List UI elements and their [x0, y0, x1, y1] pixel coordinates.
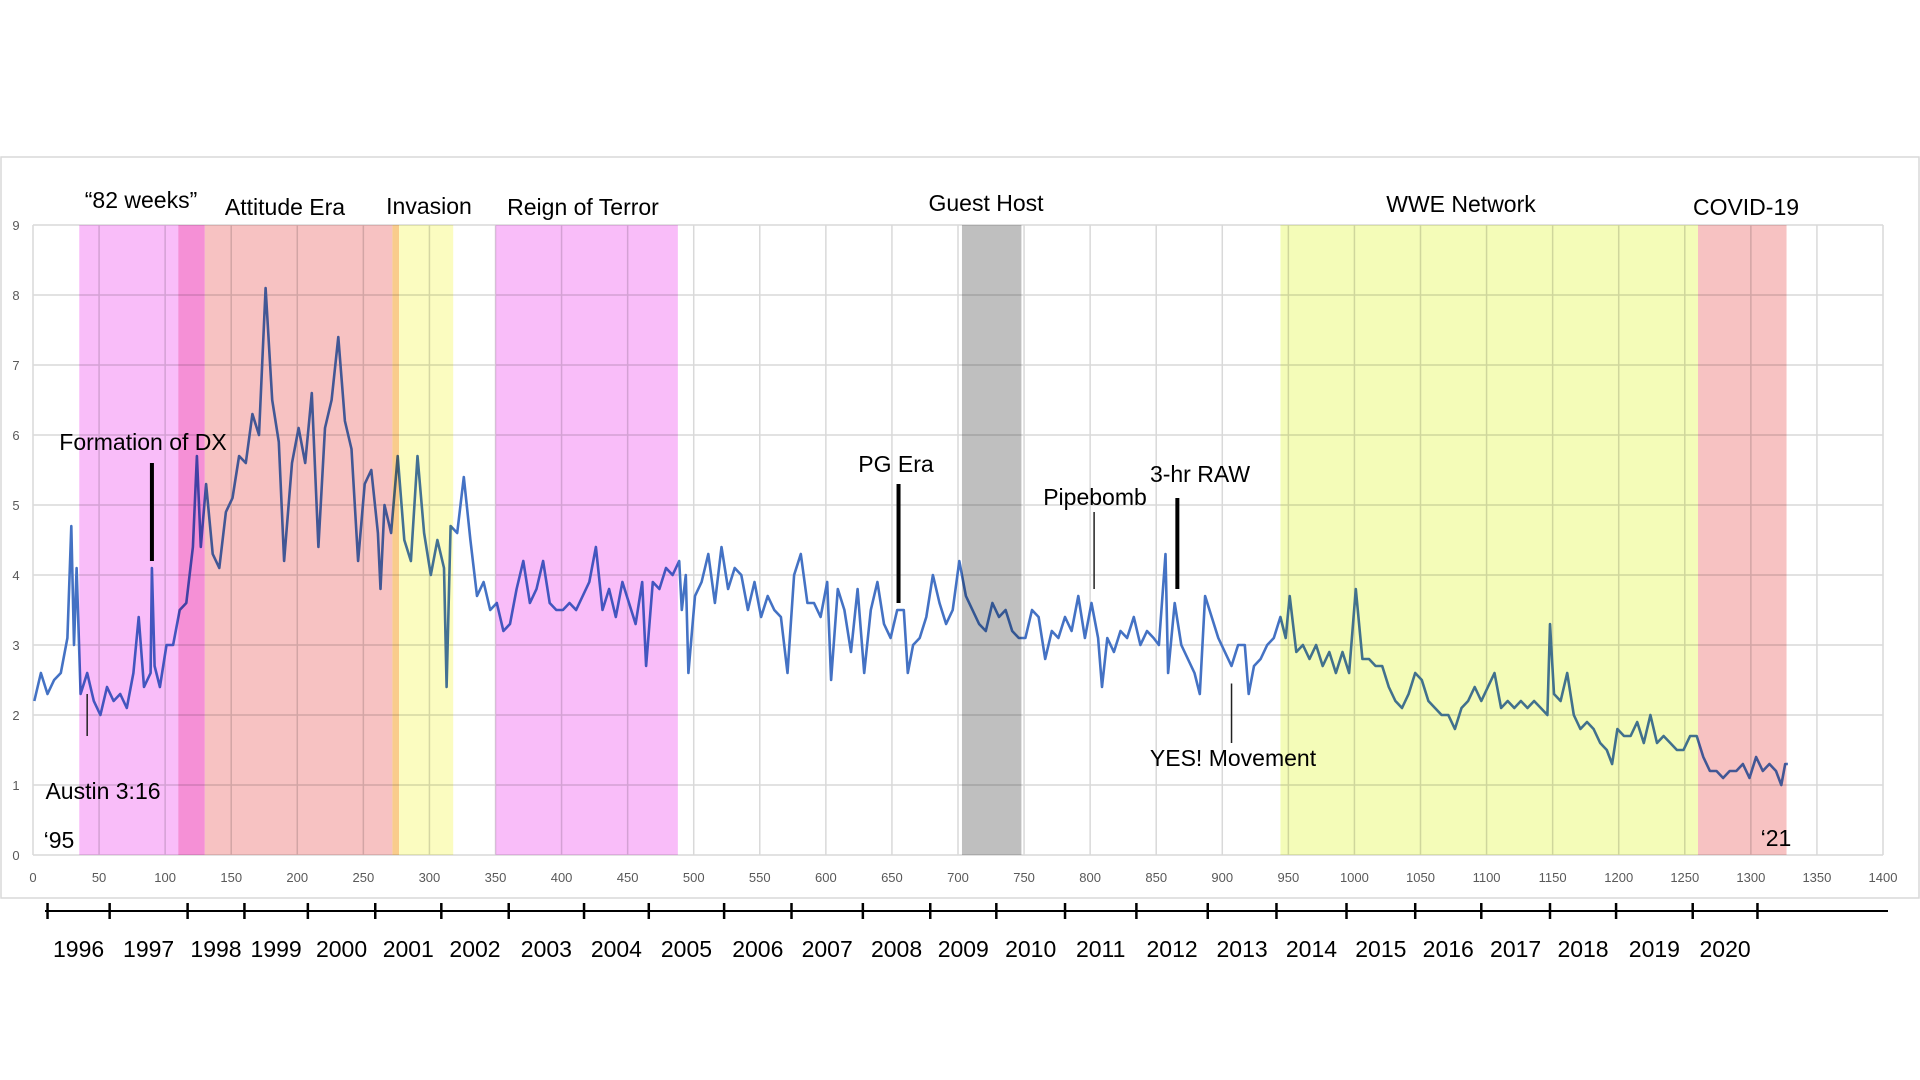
year-label: 2010: [1005, 936, 1056, 962]
era-band: [1280, 225, 1698, 855]
year-label: 2014: [1286, 936, 1337, 962]
year-label: 1998: [190, 936, 241, 962]
y-tick-label: 1: [12, 778, 19, 793]
year-label: 2013: [1217, 936, 1268, 962]
year-label: 1999: [251, 936, 302, 962]
y-tick-label: 7: [12, 358, 19, 373]
year-label: 1996: [53, 936, 104, 962]
year-label: 2011: [1076, 936, 1125, 962]
era-band: [495, 225, 678, 855]
y-tick-label: 2: [12, 708, 19, 723]
year-label: 2020: [1700, 936, 1751, 962]
y-tick-label: 8: [12, 288, 19, 303]
x-tick-label: 700: [947, 870, 969, 885]
x-tick-label: 1100: [1473, 870, 1501, 885]
annotation-yes-movement: YES! Movement: [1150, 745, 1317, 771]
annotation-lines: [86, 463, 1233, 743]
year-label: 2005: [661, 936, 712, 962]
x-tick-label: 250: [353, 870, 375, 885]
year-axis: 1996 1997 1998 1999 2000 2001 2002 2003 2004 2005…: [46, 903, 1759, 962]
x-tick-label: 100: [154, 870, 176, 885]
x-tick-label: 1000: [1340, 870, 1369, 885]
year-label: 2009: [938, 936, 989, 962]
era-band: [399, 225, 454, 855]
x-tick-label: 150: [220, 870, 242, 885]
x-tick-label: 800: [1079, 870, 1101, 885]
annotation-austin-316: Austin 3:16: [45, 778, 160, 804]
annotation-formation-dx: Formation of DX: [59, 429, 226, 455]
x-tick-label: 850: [1145, 870, 1167, 885]
year-label: 2016: [1423, 936, 1474, 962]
era-band: [961, 225, 1022, 855]
x-tick-label: 750: [1013, 870, 1035, 885]
year-label: 2008: [871, 936, 922, 962]
y-tick-label: 3: [12, 638, 19, 653]
x-tick-label: 300: [419, 870, 441, 885]
year-label: 2018: [1557, 936, 1608, 962]
year-label: 2004: [591, 936, 642, 962]
x-tick-label: 500: [683, 870, 705, 885]
x-tick-label: 0: [29, 870, 36, 885]
corner-label-95: ‘95: [44, 827, 75, 853]
era-label-wwe-network: WWE Network: [1386, 191, 1536, 217]
x-tick-label: 1200: [1604, 870, 1633, 885]
x-tick-label: 550: [749, 870, 771, 885]
era-label-covid: COVID-19: [1693, 194, 1799, 220]
corner-label-21: ‘21: [1761, 825, 1792, 851]
x-tick-label: 1050: [1406, 870, 1435, 885]
era-band: [178, 225, 205, 855]
era-label-attitude: Attitude Era: [225, 194, 345, 220]
y-tick-label: 5: [12, 498, 19, 513]
annotation-pipebomb: Pipebomb: [1043, 484, 1147, 510]
y-tick-label: 0: [12, 848, 19, 863]
year-label: 2007: [802, 936, 853, 962]
x-tick-label: 50: [92, 870, 106, 885]
era-band: [392, 225, 400, 855]
x-tick-label: 1350: [1802, 870, 1831, 885]
x-tick-label: 400: [551, 870, 573, 885]
era-band: [204, 225, 393, 855]
year-label: 2019: [1629, 936, 1680, 962]
era-band: [1698, 225, 1787, 855]
x-tick-label: 450: [617, 870, 639, 885]
year-label: 2001: [383, 936, 434, 962]
year-label: 2015: [1355, 936, 1406, 962]
year-label: 1997: [123, 936, 174, 962]
x-tick-label: 1150: [1539, 870, 1567, 885]
annotation-3hr-raw: 3-hr RAW: [1150, 461, 1250, 487]
annotation-pg-era: PG Era: [858, 451, 934, 477]
x-axis-ticks: 0 50 100 150 200 250 300 350 400 450 500 550 600 650 7…: [29, 870, 1897, 885]
x-tick-label: 950: [1278, 870, 1300, 885]
year-label: 2017: [1490, 936, 1541, 962]
era-label-reign-of-terror: Reign of Terror: [507, 194, 659, 220]
x-tick-label: 650: [881, 870, 903, 885]
era-label-invasion: Invasion: [386, 193, 472, 219]
y-axis-ticks: 0 1 2 3 4 5 6 7 8 9: [12, 218, 19, 863]
y-tick-label: 4: [12, 568, 19, 583]
y-tick-label: 9: [12, 218, 19, 233]
year-label: 2003: [521, 936, 572, 962]
era-label-guest-host: Guest Host: [928, 190, 1044, 216]
era-bands: [79, 225, 1787, 855]
year-label: 2000: [316, 936, 367, 962]
era-label-82-weeks: “82 weeks”: [85, 187, 197, 213]
x-tick-label: 1250: [1670, 870, 1699, 885]
y-tick-label: 6: [12, 428, 19, 443]
x-tick-label: 900: [1211, 870, 1233, 885]
x-tick-label: 200: [286, 870, 308, 885]
year-label: 2006: [732, 936, 783, 962]
x-tick-label: 1400: [1869, 870, 1898, 885]
year-label: 2002: [449, 936, 500, 962]
x-tick-label: 1300: [1736, 870, 1765, 885]
year-label: 2012: [1146, 936, 1197, 962]
x-tick-label: 350: [485, 870, 507, 885]
x-tick-label: 600: [815, 870, 837, 885]
